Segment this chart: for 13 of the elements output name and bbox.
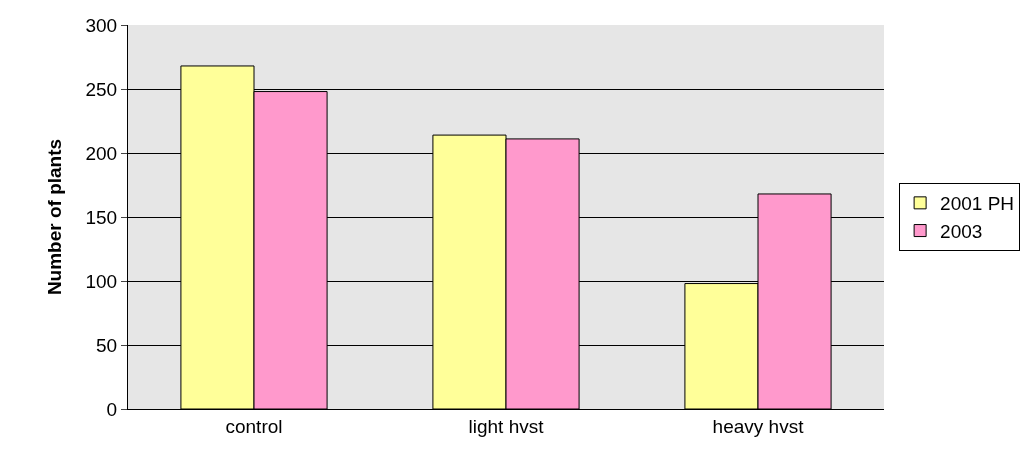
y-axis-title: Number of plants — [44, 138, 66, 296]
y-tick-label: 150 — [85, 206, 118, 228]
x-tick-label: control — [225, 415, 283, 437]
legend-label: 2001 PH — [940, 193, 1015, 215]
y-tick-label: 100 — [85, 270, 118, 292]
y-tick-label: 200 — [85, 142, 118, 164]
y-tick-label: 300 — [85, 14, 118, 36]
legend-label: 2003 — [940, 220, 983, 242]
x-tick-label: heavy hvst — [712, 415, 805, 437]
y-tick-label: 0 — [106, 398, 118, 420]
y-tick-label: 250 — [85, 78, 118, 100]
x-tick-label: light hvst — [468, 415, 545, 437]
y-tick-label: 50 — [96, 334, 118, 356]
